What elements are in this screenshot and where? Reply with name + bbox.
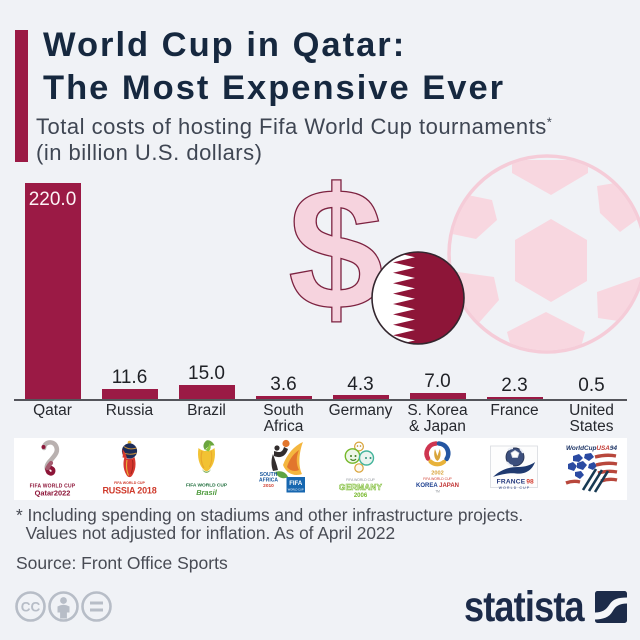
svg-text:FIFA WORLD CUP: FIFA WORLD CUP: [346, 478, 375, 482]
svg-text:WorldCupUSA94: WorldCupUSA94: [566, 445, 617, 452]
svg-text:2002: 2002: [431, 471, 443, 477]
svg-text:FIFA WORLD CUP: FIFA WORLD CUP: [114, 481, 145, 485]
svg-text:FIFA: FIFA: [289, 481, 303, 487]
svg-text:SOUTH: SOUTH: [260, 472, 278, 478]
svg-text:WORLD CUP: WORLD CUP: [288, 488, 304, 492]
svg-text:2006: 2006: [354, 493, 368, 499]
svg-text:RUSSIA 2018: RUSSIA 2018: [103, 486, 157, 496]
svg-text:GERMANY: GERMANY: [339, 483, 383, 492]
svg-text:$: $: [288, 151, 384, 346]
svg-text:KOREA JAPAN: KOREA JAPAN: [416, 483, 459, 489]
svg-text:TM: TM: [435, 490, 440, 494]
svg-text:2010: 2010: [263, 483, 274, 489]
svg-text:AFRICA: AFRICA: [259, 478, 278, 484]
svg-text:98: 98: [526, 479, 534, 486]
svg-text:CC: CC: [21, 600, 41, 615]
svg-text:Brasil: Brasil: [196, 488, 217, 497]
svg-text:WORLD CUP: WORLD CUP: [499, 486, 531, 490]
svg-text:FIFA WORLD CUP: FIFA WORLD CUP: [30, 484, 76, 490]
svg-text:FIFA WORLD CUP: FIFA WORLD CUP: [423, 477, 452, 481]
svg-text:Qatar2022: Qatar2022: [35, 489, 71, 498]
svg-text:FRANCE: FRANCE: [497, 479, 526, 486]
svg-text:FIFA WORLD CUP: FIFA WORLD CUP: [186, 483, 228, 489]
